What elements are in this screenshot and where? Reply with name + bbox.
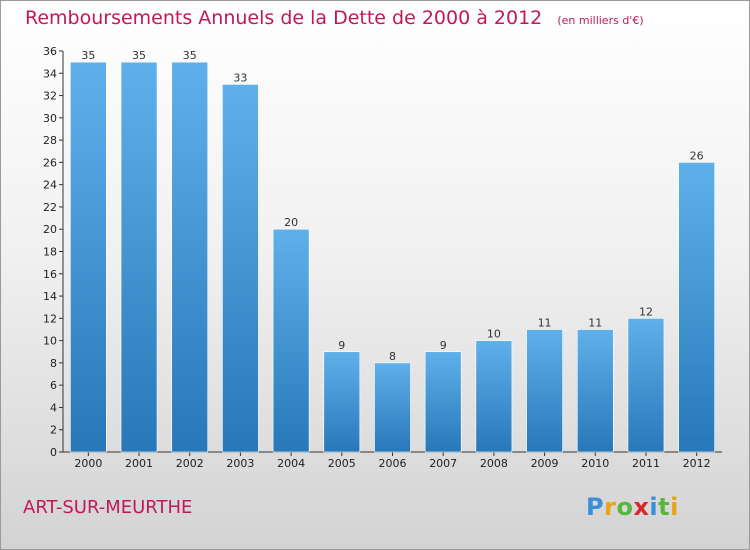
logo-letter: P <box>586 493 605 521</box>
y-tick-label: 8 <box>50 357 57 370</box>
x-tick-label-2003: 2003 <box>226 457 254 470</box>
y-tick-label: 26 <box>43 156 57 169</box>
y-tick-label: 30 <box>43 112 57 125</box>
x-tick-label-2009: 2009 <box>531 457 559 470</box>
x-tick-label-2001: 2001 <box>125 457 153 470</box>
data-label-2003: 33 <box>233 71 247 84</box>
y-tick-label: 36 <box>43 45 57 58</box>
data-label-2008: 10 <box>487 328 501 341</box>
y-tick-label: 22 <box>43 201 57 214</box>
bar-2005 <box>323 351 361 453</box>
logo-letter: x <box>633 493 650 521</box>
bar-2006 <box>374 362 411 453</box>
x-tick-label-2002: 2002 <box>176 457 204 470</box>
proxiti-logo: Proxiti <box>586 493 679 521</box>
logo-letter: i <box>649 493 659 521</box>
y-tick-label: 2 <box>50 424 57 437</box>
x-tick-label-2005: 2005 <box>328 457 356 470</box>
chart-title-main: Remboursements Annuels de la Dette de 20… <box>25 7 543 29</box>
y-tick-label: 20 <box>43 223 57 236</box>
data-label-2001: 35 <box>132 49 146 62</box>
chart-title: Remboursements Annuels de la Dette de 20… <box>25 7 644 29</box>
y-tick-label: 18 <box>43 246 57 259</box>
logo-letter: t <box>658 493 671 521</box>
x-tick-label-2000: 2000 <box>74 457 102 470</box>
x-tick-label-2008: 2008 <box>480 457 508 470</box>
y-tick-label: 4 <box>50 401 57 414</box>
y-tick-label: 24 <box>43 179 57 192</box>
bar-2000 <box>70 61 107 453</box>
y-tick-label: 6 <box>50 379 57 392</box>
x-tick-label-2006: 2006 <box>379 457 407 470</box>
bar-2001 <box>120 61 158 453</box>
y-tick-label: 16 <box>43 268 57 281</box>
y-tick-label: 0 <box>50 446 57 459</box>
logo-letter: r <box>604 493 617 521</box>
y-tick-label: 34 <box>43 67 57 80</box>
bar-2003 <box>222 84 259 453</box>
data-label-2012: 26 <box>690 149 704 162</box>
x-tick-label-2010: 2010 <box>581 457 609 470</box>
commune-name: ART-SUR-MEURTHE <box>23 497 193 518</box>
y-tick-label: 12 <box>43 312 57 325</box>
logo-letter: o <box>616 493 634 521</box>
data-label-2010: 11 <box>588 316 602 329</box>
bar-2011 <box>627 318 665 453</box>
data-label-2002: 35 <box>183 49 197 62</box>
y-tick-label: 14 <box>43 290 57 303</box>
bar-2008 <box>475 340 513 453</box>
x-tick-label-2011: 2011 <box>632 457 660 470</box>
data-label-2006: 8 <box>389 350 396 363</box>
bar-2007 <box>424 351 462 453</box>
chart-unit-note: (en milliers d'€) <box>557 14 644 27</box>
x-tick-label-2012: 2012 <box>683 457 711 470</box>
x-tick-label-2004: 2004 <box>277 457 305 470</box>
bar-2012 <box>678 162 715 453</box>
bar-2009 <box>526 329 563 453</box>
bar-2010 <box>576 329 614 453</box>
y-tick-label: 28 <box>43 134 57 147</box>
data-label-2005: 9 <box>338 339 345 352</box>
y-tick-label: 32 <box>43 90 57 103</box>
x-axis: 2000 2001 2002 2003 2004 2005 2006 2007 2008 2009… <box>63 451 722 470</box>
logo-letter: i <box>670 493 679 521</box>
data-label-2000: 35 <box>81 49 95 62</box>
data-label-2007: 9 <box>440 339 447 352</box>
data-label-2009: 11 <box>538 316 552 329</box>
data-labels: 35 35 35 33 20 9 8 9 10 11 11 12 26 <box>81 49 703 363</box>
x-tick-label-2007: 2007 <box>429 457 457 470</box>
bar-2004 <box>272 228 310 453</box>
data-label-2011: 12 <box>639 305 653 318</box>
bar-2002 <box>171 61 209 453</box>
bars <box>70 61 715 453</box>
data-label-2004: 20 <box>284 216 298 229</box>
y-tick-label: 10 <box>43 335 57 348</box>
